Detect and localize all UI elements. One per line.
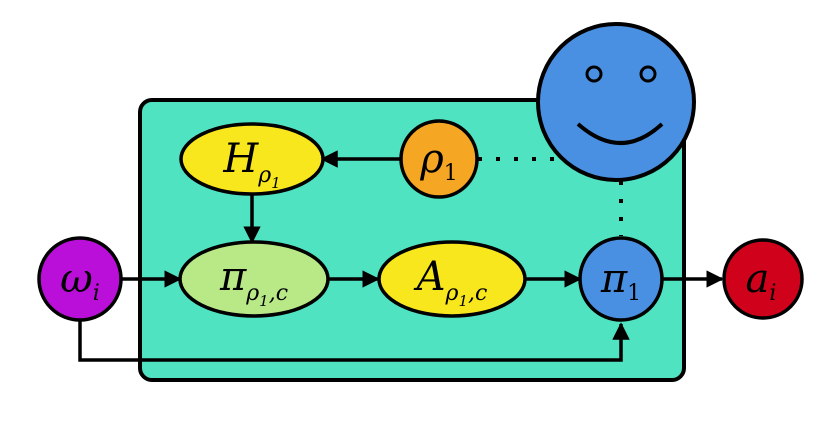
- node-ai-sub: i: [769, 281, 776, 306]
- node-pi-rho-c-sub: ρ: [245, 281, 259, 306]
- node-a-rho-c-sub3: ,c: [468, 281, 487, 306]
- node-rho-sub: 1: [444, 161, 458, 186]
- node-a-rho-c-base: A: [413, 254, 446, 300]
- node-pi-rho-c-base: π: [219, 254, 247, 300]
- node-omega-sub: i: [93, 281, 100, 306]
- node-ai-base: a: [746, 256, 770, 302]
- svg-text:ρ1: ρ1: [419, 136, 458, 186]
- node-h-rho1: Hρ1: [179, 122, 325, 196]
- node-pi-rho1-c: πρ1,c: [178, 240, 330, 318]
- node-a-rho-c-sub: ρ: [445, 281, 459, 306]
- node-omega-i: ωi: [37, 236, 123, 322]
- node-pi-1: π1: [578, 236, 664, 322]
- arrow-omega-to-pi1: [78, 320, 630, 362]
- node-h-sub: ρ: [257, 163, 271, 188]
- svg-text:π1: π1: [600, 256, 641, 306]
- node-h-sub2: 1: [271, 174, 281, 192]
- node-h-base: H: [222, 136, 259, 182]
- node-pi1-sub: 1: [627, 281, 641, 306]
- svg-text:ai: ai: [746, 256, 777, 306]
- node-a-rho1-c: Aρ1,c: [377, 240, 527, 318]
- svg-text:πρ1,c: πρ1,c: [219, 254, 288, 310]
- svg-text:ωi: ωi: [60, 256, 100, 306]
- svg-text:Aρ1,c: Aρ1,c: [413, 254, 488, 310]
- node-omega-base: ω: [60, 256, 93, 302]
- node-rho1: ρ1: [399, 119, 479, 199]
- node-pi-rho-c-sub2: 1: [259, 292, 269, 310]
- node-pi-rho-c-sub3: ,c: [269, 281, 288, 306]
- node-rho-base: ρ: [419, 136, 444, 182]
- node-a-i: ai: [722, 238, 804, 320]
- svg-text:Hρ1: Hρ1: [222, 136, 280, 192]
- node-a-rho-c-sub2: 1: [458, 292, 468, 310]
- smiley-face-icon: [536, 22, 696, 182]
- node-pi1-base: π: [600, 256, 628, 302]
